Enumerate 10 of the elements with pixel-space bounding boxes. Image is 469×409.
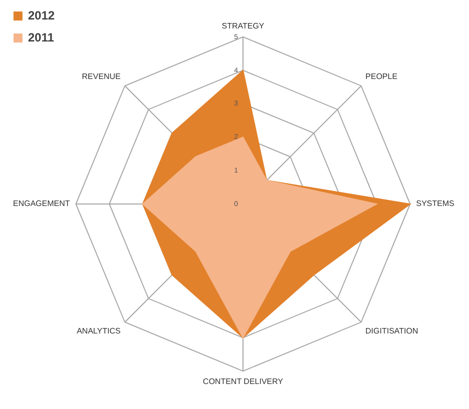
- legend-label: 2012: [28, 8, 56, 22]
- spoke-label: DIGITISATION: [365, 326, 418, 336]
- spoke-label: CONTENT DELIVERY: [202, 377, 284, 386]
- spoke-label: PEOPLE: [365, 72, 398, 81]
- spoke-label: ANALYTICS: [76, 326, 121, 336]
- spoke-label: STRATEGY: [222, 21, 265, 30]
- spoke-label: ENGAGEMENT: [12, 199, 70, 208]
- spoke-label: REVENUE: [82, 72, 121, 81]
- spoke-label: SYSTEMS: [416, 199, 454, 208]
- legend-label: 2011: [28, 30, 54, 44]
